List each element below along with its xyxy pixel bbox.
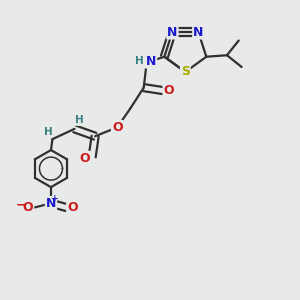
Text: H: H (75, 115, 83, 125)
Text: H: H (44, 127, 52, 137)
Text: +: + (51, 194, 59, 202)
Text: N: N (46, 197, 56, 210)
Text: N: N (193, 26, 203, 38)
Text: O: O (67, 201, 78, 214)
Text: O: O (164, 84, 174, 97)
Text: O: O (112, 121, 122, 134)
Text: O: O (23, 201, 33, 214)
Text: N: N (146, 55, 156, 68)
Text: −: − (16, 198, 26, 211)
Text: O: O (80, 152, 90, 165)
Text: N: N (167, 26, 178, 38)
Text: H: H (135, 56, 144, 66)
Text: S: S (181, 65, 190, 79)
